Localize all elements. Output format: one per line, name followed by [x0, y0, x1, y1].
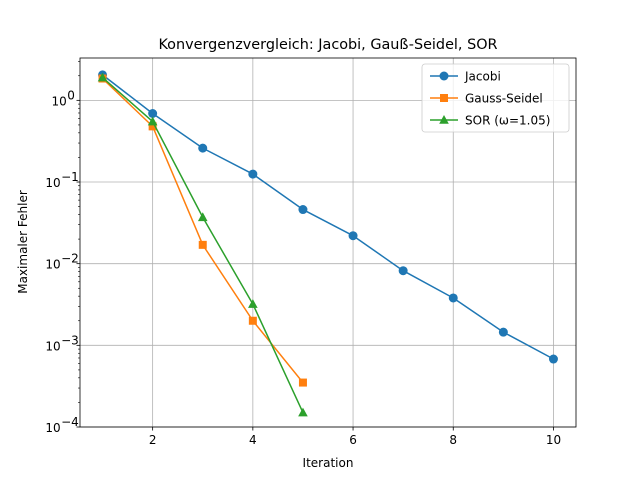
y-tick-label-exponent: −1: [61, 170, 79, 184]
x-tick-label: 2: [149, 433, 157, 447]
legend-marker: [439, 115, 449, 124]
x-tick-label: 4: [249, 433, 257, 447]
y-tick-label-exponent: −2: [61, 252, 79, 266]
legend-item: Gauss-Seidel: [430, 92, 543, 106]
legend-label: Jacobi: [464, 70, 501, 84]
legend-marker: [440, 94, 448, 102]
legend: Jacobi Gauss-Seidel SOR (ω=1.05): [421, 63, 570, 133]
series-line: [102, 74, 554, 360]
data-point: [548, 354, 558, 364]
y-tick-label-base: 10: [52, 94, 67, 108]
data-point: [498, 327, 508, 337]
legend-label: SOR (ω=1.05): [465, 114, 550, 128]
data-point: [298, 378, 307, 387]
x-tick-label: 6: [349, 433, 357, 447]
series-layer: [97, 70, 558, 417]
y-tick-label-exponent: 0: [67, 88, 75, 102]
data-point: [147, 116, 158, 126]
data-point: [398, 266, 408, 276]
series-1: [98, 70, 558, 364]
data-point: [148, 109, 158, 119]
x-tick-label: 8: [449, 433, 457, 447]
x-axis: 2 4 6 8 10: [149, 427, 561, 447]
plot-frame: [79, 57, 577, 428]
legend-marker: [439, 71, 449, 81]
x-axis-title: Iteration: [303, 456, 354, 470]
y-tick-label-exponent: −4: [61, 415, 79, 429]
data-point: [248, 299, 258, 308]
data-point: [198, 143, 208, 153]
y-tick-label-exponent: −3: [61, 333, 79, 347]
data-point: [448, 293, 458, 303]
data-point: [97, 72, 108, 82]
y-axis-title: Maximaler Fehler: [16, 190, 30, 294]
legend-item: SOR (ω=1.05): [430, 114, 550, 128]
legend-item: Jacobi: [430, 70, 501, 84]
y-tick-label-base: 10: [45, 258, 60, 272]
legend-box: [421, 63, 570, 133]
data-point: [198, 240, 207, 249]
y-tick-label-base: 10: [45, 421, 60, 435]
data-point: [148, 122, 157, 131]
data-point: [197, 212, 208, 222]
x-tick-label: 10: [546, 433, 561, 447]
series-3: [97, 72, 308, 417]
data-point: [348, 231, 358, 241]
data-point: [248, 316, 257, 325]
data-point: [248, 169, 258, 179]
legend-label: Gauss-Seidel: [465, 92, 543, 106]
data-point: [298, 205, 308, 215]
data-point: [298, 407, 308, 417]
y-tick-label-base: 10: [45, 339, 60, 353]
chart-title: Konvergenzvergleich: Jacobi, Gauß-Seidel…: [158, 37, 497, 53]
y-tick-label-base: 10: [45, 176, 60, 190]
